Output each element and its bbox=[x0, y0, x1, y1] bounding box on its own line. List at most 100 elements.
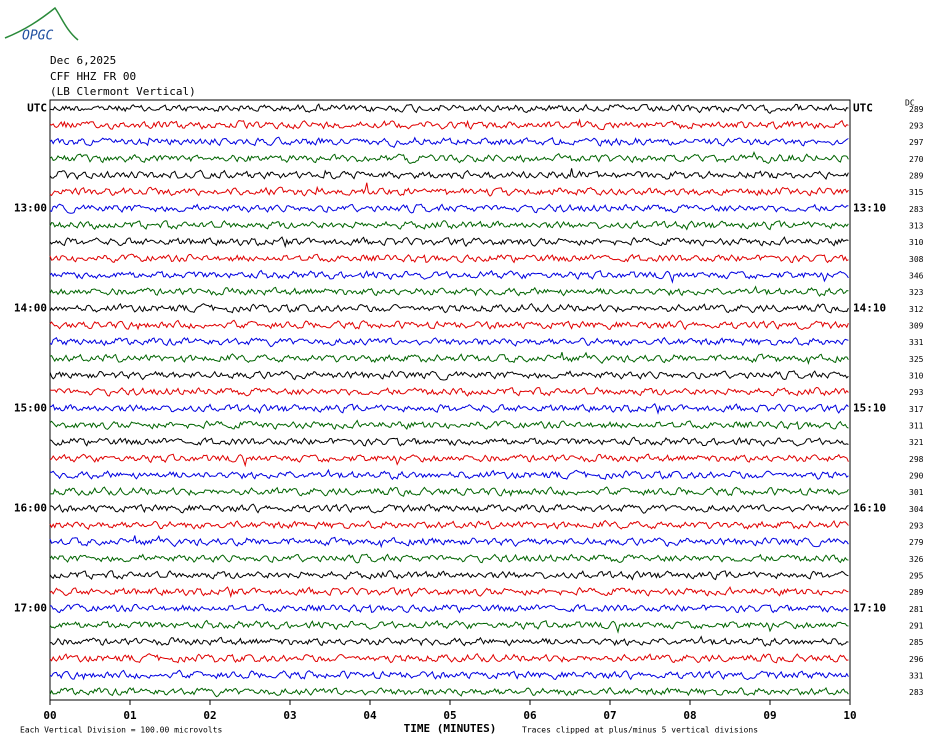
dc-value: 289 bbox=[909, 172, 924, 181]
x-tick-label: 00 bbox=[43, 709, 56, 722]
right-time-label: 16:10 bbox=[853, 501, 886, 514]
trace bbox=[49, 168, 849, 180]
dc-value: 270 bbox=[909, 155, 924, 164]
right-time-label: 14:10 bbox=[853, 301, 886, 314]
dc-value: 309 bbox=[909, 322, 924, 331]
dc-value: 317 bbox=[909, 405, 924, 414]
dc-value: 312 bbox=[909, 305, 924, 314]
trace bbox=[49, 419, 849, 430]
dc-value: 289 bbox=[909, 105, 924, 114]
trace bbox=[49, 182, 849, 197]
dc-value: 301 bbox=[909, 488, 924, 497]
trace bbox=[49, 570, 849, 581]
x-tick-label: 09 bbox=[763, 709, 776, 722]
x-tick-label: 07 bbox=[603, 709, 616, 722]
dc-value: 293 bbox=[909, 388, 924, 397]
left-time-label: 17:00 bbox=[14, 601, 47, 614]
trace bbox=[49, 103, 849, 114]
dc-value: 291 bbox=[909, 622, 924, 631]
x-tick-label: 02 bbox=[203, 709, 216, 722]
logo-mark bbox=[4, 6, 79, 41]
scale-note: Each Vertical Division = 100.00 microvol… bbox=[20, 726, 222, 735]
trace bbox=[49, 468, 849, 481]
dc-value: 315 bbox=[909, 188, 924, 197]
dc-heading: DC bbox=[905, 99, 915, 108]
trace bbox=[49, 535, 849, 549]
dc-value: 297 bbox=[909, 138, 924, 147]
x-tick-label: 08 bbox=[683, 709, 696, 722]
dc-value: 308 bbox=[909, 255, 924, 264]
x-tick-label: 06 bbox=[523, 709, 537, 722]
dc-value: 295 bbox=[909, 572, 924, 581]
dc-value: 293 bbox=[909, 122, 924, 131]
trace bbox=[49, 553, 849, 564]
trace bbox=[49, 603, 849, 614]
right-time-label: 13:10 bbox=[853, 201, 886, 214]
dc-value: 313 bbox=[909, 222, 924, 231]
trace bbox=[49, 402, 849, 415]
x-tick-label: 05 bbox=[443, 709, 456, 722]
trace bbox=[49, 118, 849, 131]
x-axis-label: TIME (MINUTES) bbox=[404, 722, 497, 735]
left-time-label: 14:00 bbox=[14, 301, 47, 314]
clip-note: Traces clipped at plus/minus 5 vertical … bbox=[522, 726, 758, 735]
trace bbox=[49, 285, 849, 297]
x-tick-label: 10 bbox=[843, 709, 856, 722]
dc-value: 296 bbox=[909, 655, 924, 664]
trace bbox=[49, 351, 849, 366]
dc-value: 285 bbox=[909, 638, 924, 647]
trace bbox=[49, 203, 849, 214]
x-tick-label: 01 bbox=[123, 709, 137, 722]
trace bbox=[49, 370, 849, 381]
dc-value: 310 bbox=[909, 372, 924, 381]
date: Dec 6,2025 bbox=[50, 54, 116, 67]
dc-value: 304 bbox=[909, 505, 924, 514]
dc-value: 279 bbox=[909, 538, 924, 547]
right-time-label: 17:10 bbox=[853, 601, 886, 614]
trace bbox=[49, 336, 849, 348]
trace bbox=[49, 236, 849, 249]
trace bbox=[49, 686, 849, 698]
trace bbox=[49, 635, 849, 647]
trace bbox=[49, 220, 849, 231]
station: CFF HHZ FR 00 bbox=[50, 70, 136, 83]
x-tick-label: 03 bbox=[283, 709, 296, 722]
trace bbox=[49, 269, 849, 284]
dc-value: 289 bbox=[909, 588, 924, 597]
location: (LB Clermont Vertical) bbox=[50, 85, 196, 98]
dc-value: 326 bbox=[909, 555, 924, 564]
dc-value: 310 bbox=[909, 238, 924, 247]
dc-value: 281 bbox=[909, 605, 924, 614]
trace bbox=[49, 386, 849, 397]
dc-value: 298 bbox=[909, 455, 924, 464]
trace bbox=[49, 302, 849, 314]
left-time-label: 13:00 bbox=[14, 201, 47, 214]
plot-frame bbox=[49, 99, 851, 701]
trace bbox=[49, 652, 849, 664]
dc-value: 323 bbox=[909, 288, 924, 297]
x-tick-label: 04 bbox=[363, 709, 377, 722]
trace bbox=[49, 486, 849, 498]
dc-value: 283 bbox=[909, 205, 924, 214]
trace bbox=[49, 453, 849, 468]
dc-value: 321 bbox=[909, 438, 924, 447]
dc-value: 346 bbox=[909, 272, 924, 281]
dc-value: 325 bbox=[909, 355, 924, 364]
trace bbox=[49, 619, 849, 634]
trace bbox=[49, 151, 849, 164]
trace bbox=[49, 319, 849, 331]
logo-text: OPGC bbox=[22, 29, 53, 44]
right-time-label: 15:10 bbox=[853, 401, 886, 414]
trace bbox=[49, 586, 849, 599]
dc-value: 331 bbox=[909, 338, 924, 347]
trace bbox=[49, 436, 849, 447]
trace bbox=[49, 669, 849, 681]
dc-value: 283 bbox=[909, 688, 924, 697]
right-time-label: UTC bbox=[853, 101, 873, 114]
trace bbox=[49, 136, 849, 149]
trace bbox=[49, 503, 849, 514]
dc-value: 290 bbox=[909, 472, 924, 481]
left-time-label: UTC bbox=[27, 101, 47, 114]
left-time-label: 16:00 bbox=[14, 501, 47, 514]
